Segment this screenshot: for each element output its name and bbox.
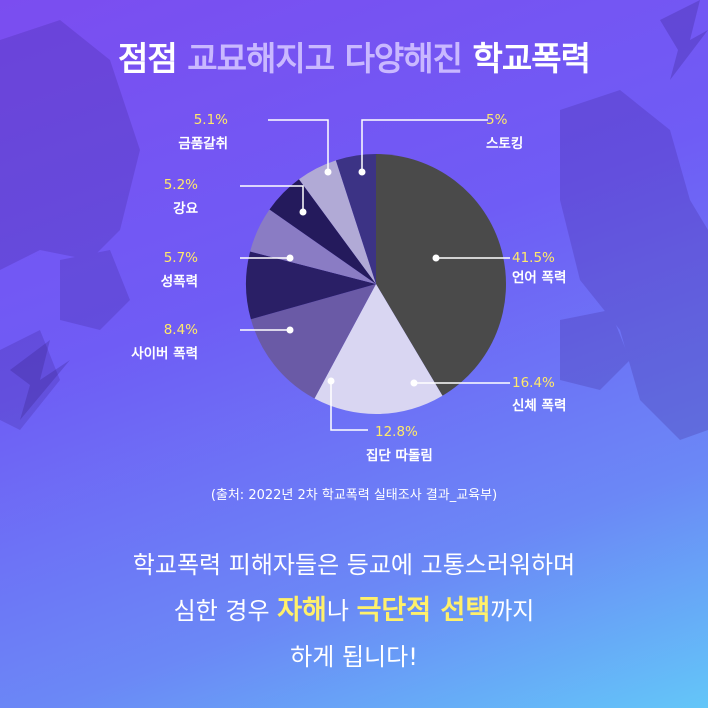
data-label-coercion: 5.2% bbox=[164, 177, 198, 193]
category-label-sexual: 성폭력 bbox=[161, 274, 198, 290]
leader-dot-cyber bbox=[287, 327, 294, 334]
leader-dot-extortion bbox=[325, 169, 332, 176]
data-label-group: 12.8% bbox=[375, 424, 418, 440]
category-label-cyber: 사이버 폭력 bbox=[131, 345, 198, 362]
data-label-verbal: 41.5% bbox=[512, 250, 555, 266]
leader-dot-physical bbox=[411, 380, 418, 387]
category-label-extortion: 금품갈취 bbox=[178, 136, 228, 152]
category-label-group: 집단 따돌림 bbox=[366, 447, 433, 464]
category-label-verbal: 언어 폭력 bbox=[512, 269, 566, 286]
leader-dot-verbal bbox=[433, 255, 440, 262]
data-label-physical: 16.4% bbox=[512, 375, 555, 391]
data-label-sexual: 5.7% bbox=[164, 250, 198, 266]
emphasis-extreme-choice: 극단적 선택 bbox=[357, 595, 491, 626]
leader-line-extortion bbox=[268, 120, 328, 172]
emphasis-self-harm: 자해 bbox=[277, 595, 327, 626]
data-label-extortion: 5.1% bbox=[194, 112, 228, 128]
data-label-stalking: 5% bbox=[486, 112, 508, 128]
source-note: (출처: 2022년 2차 학교폭력 실태조사 결과_교육부) bbox=[0, 484, 708, 503]
message-text: 학교폭력 피해자들은 등교에 고통스러워하며 심한 경우 자해나 극단적 선택까… bbox=[0, 542, 708, 680]
data-label-cyber: 8.4% bbox=[164, 322, 198, 338]
message-line: 하게 됩니다! bbox=[0, 634, 708, 680]
leader-dot-sexual bbox=[287, 255, 294, 262]
message-line: 학교폭력 피해자들은 등교에 고통스러워하며 bbox=[0, 542, 708, 588]
category-label-physical: 신체 폭력 bbox=[512, 398, 566, 414]
leader-dot-group bbox=[328, 378, 335, 385]
category-label-stalking: 스토킹 bbox=[486, 135, 523, 152]
message-line: 심한 경우 자해나 극단적 선택까지 bbox=[0, 588, 708, 634]
category-label-coercion: 강요 bbox=[173, 200, 198, 217]
leader-dot-stalking bbox=[359, 169, 366, 176]
leader-dot-coercion bbox=[300, 209, 307, 216]
